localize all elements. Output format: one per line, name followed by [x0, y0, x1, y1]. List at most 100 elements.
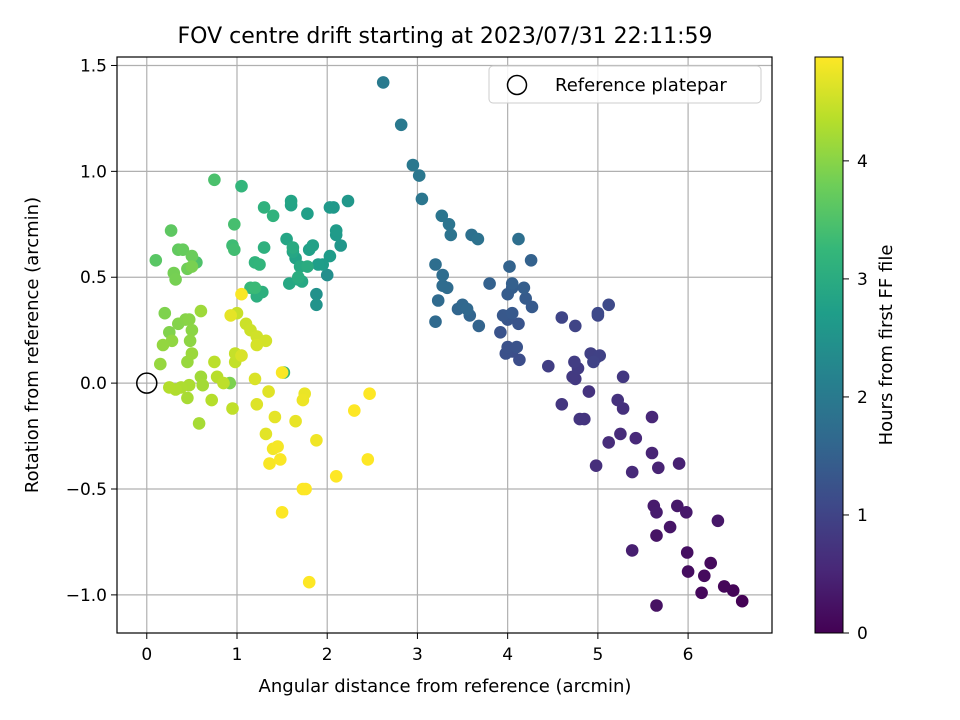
- data-point: [320, 268, 334, 282]
- data-point: [149, 253, 163, 267]
- data-point: [217, 376, 230, 390]
- data-point: [568, 355, 581, 369]
- data-point: [671, 499, 684, 513]
- data-point: [513, 353, 526, 367]
- data-point: [163, 381, 176, 394]
- legend-entry: Reference platepar: [555, 75, 727, 96]
- data-point: [176, 243, 190, 256]
- x-tick-label: 4: [502, 645, 513, 665]
- data-point: [376, 76, 390, 89]
- data-point: [394, 118, 408, 132]
- data-point: [169, 273, 182, 286]
- data-point: [250, 398, 264, 411]
- colorbar-tick-label: 4: [857, 152, 868, 172]
- data-point: [323, 201, 337, 214]
- y-tick-label: 1.0: [80, 162, 107, 182]
- data-point: [435, 209, 449, 223]
- x-tick-label: 5: [592, 645, 603, 665]
- data-point: [436, 279, 450, 293]
- data-point: [263, 457, 276, 470]
- data-point: [680, 506, 693, 519]
- data-point: [235, 349, 248, 362]
- data-point: [192, 417, 206, 430]
- data-point: [555, 311, 569, 324]
- data-point: [645, 446, 659, 460]
- grid-lines: [117, 57, 772, 633]
- x-tick-label: 2: [322, 645, 333, 665]
- data-point: [334, 239, 348, 252]
- data-point: [275, 506, 289, 519]
- data-point: [299, 482, 312, 496]
- data-point: [183, 334, 197, 348]
- data-point: [284, 194, 298, 208]
- y-tick-label: −1.0: [66, 586, 107, 606]
- data-point: [625, 544, 639, 557]
- data-point: [406, 158, 420, 172]
- colorbar: [814, 56, 844, 634]
- data-point: [185, 347, 199, 360]
- data-point: [329, 470, 343, 483]
- data-point: [429, 315, 442, 329]
- data-point: [569, 319, 582, 333]
- colorbar-tick-label: 2: [857, 388, 868, 408]
- data-point: [224, 309, 237, 322]
- plot-frame: [116, 56, 773, 634]
- y-tick-label: 0.5: [80, 268, 107, 288]
- data-point: [268, 410, 282, 424]
- data-point: [505, 306, 519, 320]
- data-point: [591, 306, 605, 320]
- data-point: [611, 393, 624, 407]
- data-point: [228, 218, 241, 231]
- data-point: [271, 440, 284, 453]
- data-point: [296, 393, 310, 407]
- colorbar-label: Hours from first FF file: [876, 245, 897, 446]
- data-point: [228, 243, 241, 256]
- data-points: [149, 76, 749, 612]
- data-point: [257, 201, 271, 214]
- legend-box: [488, 65, 762, 104]
- colorbar-ticks: 0 1 2 3 4: [843, 152, 868, 644]
- data-point: [672, 457, 686, 470]
- data-point: [505, 277, 519, 290]
- x-axis-ticks: 0 1 2 3 4 5 6: [141, 633, 694, 665]
- colorbar-tick-label: 3: [857, 270, 868, 290]
- data-point: [517, 281, 531, 295]
- data-point: [444, 228, 458, 242]
- data-point: [472, 319, 486, 333]
- data-point: [735, 594, 749, 608]
- data-point: [185, 260, 199, 273]
- data-point: [471, 232, 485, 246]
- data-point: [253, 258, 266, 271]
- data-point: [519, 292, 532, 305]
- data-point: [266, 209, 280, 223]
- data-point: [248, 372, 262, 386]
- data-point: [695, 586, 708, 600]
- data-point: [235, 287, 248, 301]
- data-point: [717, 580, 731, 593]
- x-tick-label: 3: [412, 645, 423, 665]
- y-tick-label: 0.0: [80, 374, 107, 394]
- data-point: [494, 326, 507, 339]
- data-point: [602, 298, 615, 312]
- x-tick-label: 6: [683, 645, 694, 665]
- data-point: [524, 253, 538, 267]
- data-point: [503, 260, 516, 273]
- data-point: [645, 410, 659, 424]
- data-point: [436, 268, 450, 282]
- data-point: [412, 169, 426, 182]
- y-tick-label: −0.5: [66, 480, 107, 500]
- data-point: [512, 317, 525, 331]
- chart-title: FOV centre drift starting at 2023/07/31 …: [178, 24, 713, 49]
- data-point: [250, 338, 264, 352]
- data-point: [235, 179, 248, 193]
- legend: Reference platepar: [488, 65, 762, 104]
- data-point: [286, 241, 300, 254]
- data-point: [306, 239, 320, 252]
- data-point: [275, 366, 289, 379]
- data-point: [185, 323, 199, 337]
- data-point: [616, 370, 630, 384]
- x-tick-label: 1: [232, 645, 243, 665]
- data-point: [156, 338, 170, 352]
- data-point: [512, 232, 525, 246]
- data-point: [663, 520, 677, 534]
